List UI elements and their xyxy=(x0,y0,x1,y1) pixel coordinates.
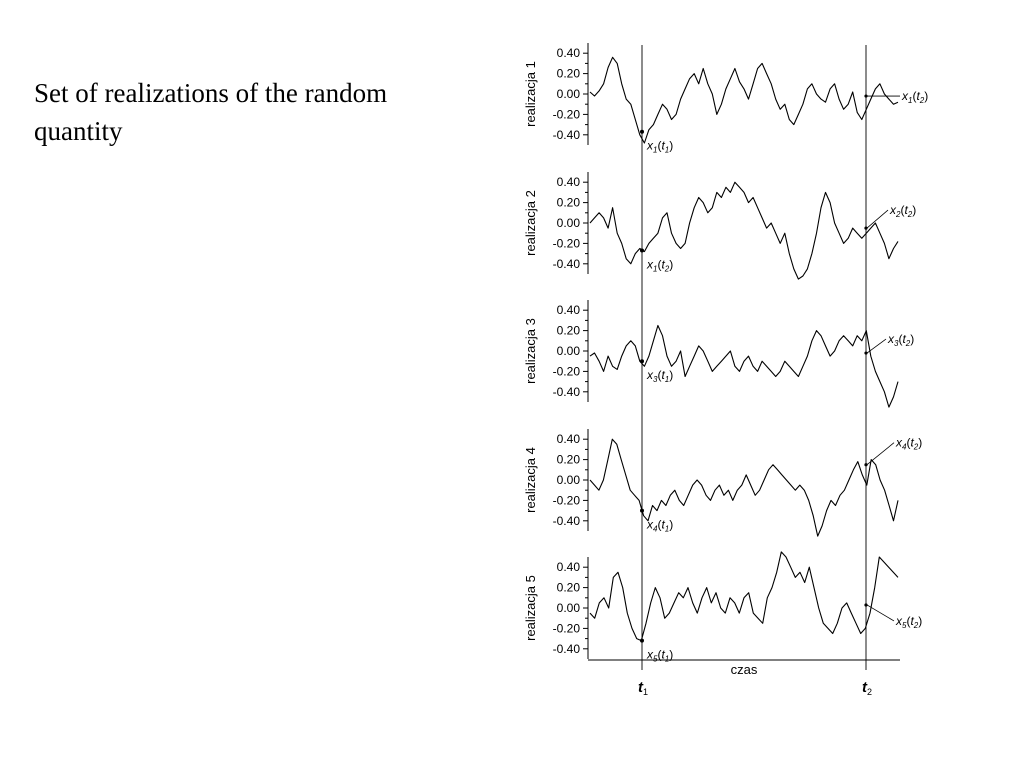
series-label-3: realizacja 3 xyxy=(523,318,538,384)
series-line-1 xyxy=(589,56,899,144)
marker-label-t2: t2 xyxy=(862,679,872,697)
y-tick-label: -0.20 xyxy=(553,107,581,121)
series-line-4 xyxy=(589,438,899,537)
x-axis-label: czas xyxy=(731,662,758,677)
y-tick-label: 0.40 xyxy=(557,560,581,574)
series-label-5: realizacja 5 xyxy=(523,575,538,641)
label-t2-2: x2(t2) xyxy=(889,203,916,219)
label-t1-4: x4(t1) xyxy=(646,518,673,534)
y-tick-label: 0.20 xyxy=(557,581,581,595)
leader-t2-4 xyxy=(866,442,895,466)
label-t1-2: x1(t2) xyxy=(646,258,673,274)
y-tick-label: 0.00 xyxy=(557,473,581,487)
y-tick-label: 0.20 xyxy=(557,67,581,81)
y-tick-label: 0.40 xyxy=(557,303,581,317)
y-tick-label: 0.00 xyxy=(557,344,581,358)
y-tick-label: -0.40 xyxy=(553,385,581,399)
label-t2-4: x4(t2) xyxy=(895,436,922,452)
y-tick-label: 0.20 xyxy=(557,196,581,210)
leader-t2-3 xyxy=(866,338,887,354)
y-tick-label: -0.20 xyxy=(553,621,581,635)
y-tick-label: -0.40 xyxy=(553,128,581,142)
leader-t2-5 xyxy=(866,604,895,622)
marker-label-t1: t1 xyxy=(638,679,648,697)
series-line-3 xyxy=(589,324,899,408)
y-tick-label: -0.20 xyxy=(553,493,581,507)
series-label-2: realizacja 2 xyxy=(523,190,538,256)
y-tick-label: -0.40 xyxy=(553,514,581,528)
series-label-1: realizacja 1 xyxy=(523,61,538,127)
y-tick-label: -0.40 xyxy=(553,257,581,271)
y-tick-label: 0.40 xyxy=(557,175,581,189)
leader-t2-2 xyxy=(866,209,889,229)
slide-title: Set of realizations of the random quanti… xyxy=(34,78,388,146)
y-tick-label: -0.20 xyxy=(553,364,581,378)
label-t1-3: x3(t1) xyxy=(646,368,673,384)
label-t1-5: x5(t1) xyxy=(646,648,673,664)
y-tick-label: 0.40 xyxy=(557,432,581,446)
y-tick-label: 0.20 xyxy=(557,324,581,338)
y-tick-label: 0.00 xyxy=(557,216,581,230)
y-tick-label: 0.20 xyxy=(557,453,581,467)
y-tick-label: -0.20 xyxy=(553,236,581,250)
y-tick-label: -0.40 xyxy=(553,642,581,656)
series-line-5 xyxy=(589,551,899,642)
label-t1-1: x1(t1) xyxy=(646,139,673,155)
series-line-2 xyxy=(589,181,899,280)
y-tick-label: 0.00 xyxy=(557,87,581,101)
y-tick-label: 0.00 xyxy=(557,601,581,615)
label-t2-3: x3(t2) xyxy=(887,332,914,348)
label-t2-5: x5(t2) xyxy=(895,614,922,630)
y-tick-label: 0.40 xyxy=(557,46,581,60)
series-label-4: realizacja 4 xyxy=(523,447,538,513)
label-t2-1: x1(t2) xyxy=(901,89,928,105)
